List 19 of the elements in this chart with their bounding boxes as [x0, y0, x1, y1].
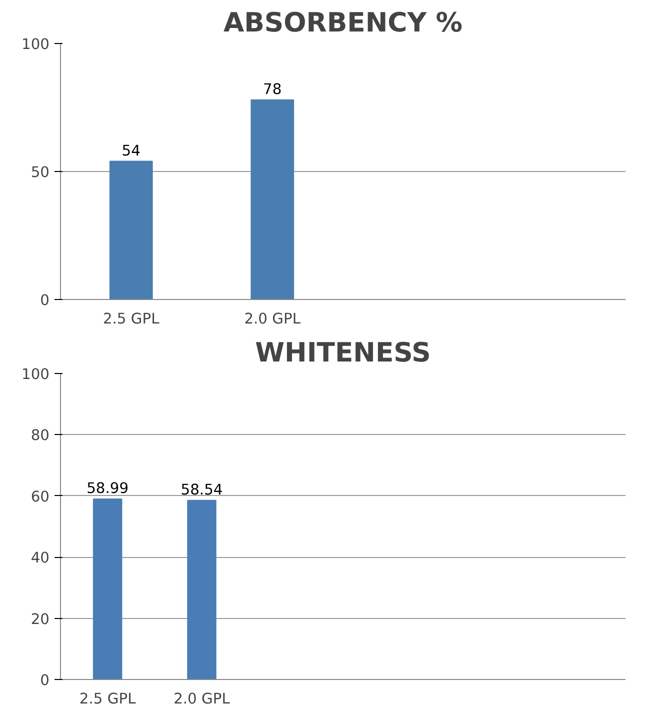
x-tick-label: 2.0 GPL — [174, 690, 231, 708]
x-tick-label: 2.5 GPL — [79, 690, 137, 708]
y-tick-label: 100 — [22, 36, 50, 53]
y-tick-label: 0 — [40, 292, 50, 309]
y-tick-label: 50 — [30, 164, 50, 181]
y-tick-label: 20 — [30, 610, 50, 628]
y-tick-label: 40 — [30, 550, 50, 567]
data-label: 54 — [122, 142, 140, 160]
data-label: 58.54 — [180, 481, 223, 498]
data-label: 58.99 — [86, 480, 129, 497]
chart-title: WHITENESS — [255, 338, 431, 368]
y-tick-label: 80 — [30, 427, 50, 444]
y-tick-label: 0 — [40, 672, 50, 689]
x-tick-label: 2.0 GPL — [244, 310, 302, 328]
x-tick-label: 2.5 GPL — [102, 310, 160, 328]
y-tick-label: 60 — [30, 488, 50, 506]
data-label: 78 — [263, 80, 282, 98]
chart-title: ABSORBENCY % — [223, 8, 463, 38]
y-tick-label: 100 — [22, 366, 50, 383]
